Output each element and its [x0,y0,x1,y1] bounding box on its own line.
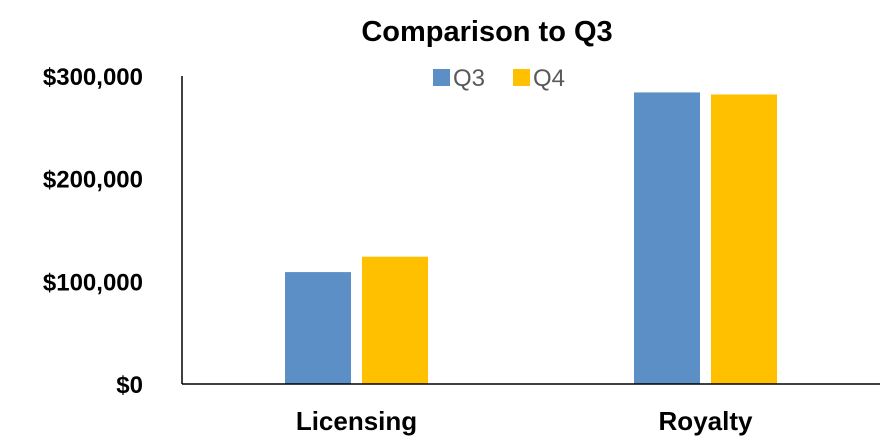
legend-swatch [433,69,450,86]
y-axis: $0 $100,000 $200,000 $300,000 [43,64,183,399]
chart-title: Comparison to Q3 [361,16,612,48]
y-tick-label: $200,000 [43,167,143,194]
bar-q3-licensing [285,272,351,384]
bar-q4-licensing [362,256,428,384]
x-tick-label: Royalty [659,406,753,436]
x-tick-label: Licensing [296,406,417,436]
y-tick-label: $100,000 [43,269,143,296]
y-tick-label: $0 [116,372,143,399]
legend-label: Q3 [453,65,485,92]
legend-label: Q4 [533,65,565,92]
y-tick-label: $300,000 [43,64,143,91]
bars-group [285,92,777,384]
x-axis: Licensing Royalty [182,383,880,436]
legend-swatch [513,69,530,86]
bar-q3-royalty [634,92,700,384]
legend: Q3 Q4 [433,65,565,92]
bar-q4-royalty [711,94,777,384]
